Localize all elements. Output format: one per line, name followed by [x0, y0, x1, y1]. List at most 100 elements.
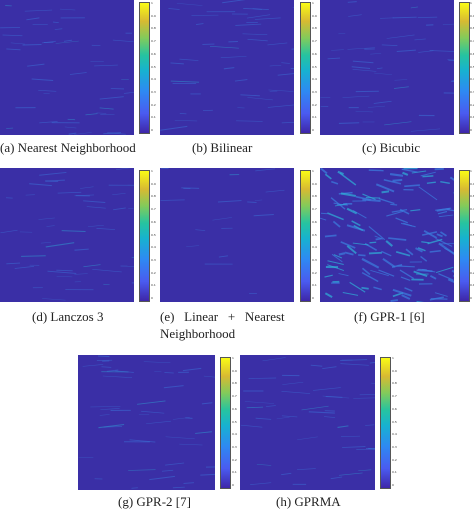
colorbar-tick-label: 0.4 [232, 432, 237, 437]
colorbar-tick-label: 0.5 [312, 232, 317, 237]
error-map-lanczos3 [0, 168, 134, 302]
caption-e-line2: Neighborhood [160, 326, 236, 341]
colorbar-tick-label: 0.2 [392, 457, 397, 462]
colorbar-ticks: 1 0.9 0.8 0.7 0.6 0.5 0.4 0.3 0.2 0.1 0 [151, 2, 161, 132]
colorbar-tick-label: 0.4 [392, 432, 397, 437]
colorbar-tick-label: 0.6 [312, 219, 317, 224]
colorbar-tick-label: 0.7 [392, 394, 397, 399]
colorbar-tick-label: 0.7 [151, 207, 156, 212]
caption-c: (c) Bicubic [362, 140, 421, 155]
caption-g: (g) GPR-2 [7] [118, 494, 191, 509]
colorbar-tick-label: 0.7 [232, 394, 237, 399]
colorbar-tick-label: 0.4 [151, 77, 156, 82]
colorbar-tick-label: 0.4 [151, 245, 156, 250]
colorbar [459, 170, 470, 302]
colorbar-tick-label: 1 [312, 169, 314, 173]
colorbar-tick-label: 0.1 [312, 283, 317, 288]
colorbar-tick-label: 0.2 [470, 270, 474, 275]
colorbar-tick-label: 0.6 [392, 406, 397, 411]
colorbar-tick-label: 0.6 [470, 51, 474, 56]
colorbar-tick-label: 0.7 [470, 39, 474, 44]
colorbar-tick-label: 0.3 [151, 89, 156, 94]
colorbar-tick-label: 0 [470, 128, 472, 132]
colorbar-tick-label: 0.6 [232, 406, 237, 411]
colorbar-tick-label: 0.2 [312, 270, 317, 275]
colorbar-tick-label: 0.4 [470, 245, 474, 250]
error-map-gprma [240, 355, 375, 490]
colorbar-tick-label: 0.5 [470, 64, 474, 69]
colorbar-ticks: 1 0.9 0.8 0.7 0.6 0.5 0.4 0.3 0.2 0.1 0 [151, 170, 161, 300]
colorbar-tick-label: 0.9 [232, 368, 237, 373]
colorbar-tick-label: 0.5 [470, 232, 474, 237]
colorbar-tick-label: 0.3 [470, 89, 474, 94]
colorbar-tick-label: 0.8 [232, 381, 237, 386]
colorbar-tick-label: 0.3 [392, 444, 397, 449]
colorbar-tick-label: 0.6 [151, 219, 156, 224]
colorbar-tick-label: 0.7 [312, 207, 317, 212]
colorbar-tick-label: 0 [312, 128, 314, 132]
colorbar-tick-label: 0.9 [151, 181, 156, 186]
error-map-bilinear [160, 0, 294, 135]
colorbar-tick-label: 0.9 [312, 181, 317, 186]
colorbar-tick-label: 0.8 [151, 194, 156, 199]
colorbar-tick-label: 0.1 [470, 283, 474, 288]
colorbar [380, 357, 391, 489]
colorbar [139, 170, 150, 302]
colorbar-tick-label: 1 [151, 1, 153, 5]
colorbar-tick-label: 0 [392, 483, 394, 487]
colorbar-ticks: 1 0.9 0.8 0.7 0.6 0.5 0.4 0.3 0.2 0.1 0 [232, 357, 242, 487]
colorbar-tick-label: 0.5 [392, 419, 397, 424]
colorbar-tick-label: 1 [470, 1, 472, 5]
error-map-gpr2 [78, 355, 215, 490]
colorbar-tick-label: 0.2 [312, 102, 317, 107]
colorbar-tick-label: 0.9 [151, 13, 156, 18]
colorbar-tick-label: 0.5 [312, 64, 317, 69]
colorbar-tick-label: 0.7 [151, 39, 156, 44]
colorbar-tick-label: 1 [392, 356, 394, 360]
colorbar-tick-label: 0.8 [470, 194, 474, 199]
colorbar-tick-label: 0.5 [151, 232, 156, 237]
colorbar-tick-label: 0.4 [470, 77, 474, 82]
colorbar-ticks: 1 0.9 0.8 0.7 0.6 0.5 0.4 0.3 0.2 0.1 0 [470, 2, 474, 132]
colorbar-tick-label: 0.2 [151, 102, 156, 107]
colorbar-tick-label: 0.8 [151, 26, 156, 31]
colorbar-tick-label: 0.1 [470, 115, 474, 120]
error-map-gpr1 [320, 168, 454, 302]
colorbar-ticks: 1 0.9 0.8 0.7 0.6 0.5 0.4 0.3 0.2 0.1 0 [470, 170, 474, 300]
colorbar-tick-label: 0.6 [470, 219, 474, 224]
colorbar-ticks: 1 0.9 0.8 0.7 0.6 0.5 0.4 0.3 0.2 0.1 0 [312, 2, 322, 132]
colorbar-tick-label: 0 [151, 296, 153, 300]
colorbar [459, 2, 470, 134]
colorbar-tick-label: 0.7 [312, 39, 317, 44]
colorbar-tick-label: 1 [470, 169, 472, 173]
colorbar-tick-label: 0.9 [470, 13, 474, 18]
colorbar [300, 170, 311, 302]
colorbar-tick-label: 0.1 [312, 115, 317, 120]
caption-d: (d) Lanczos 3 [32, 309, 104, 324]
colorbar-tick-label: 0.6 [151, 51, 156, 56]
colorbar-tick-label: 1 [232, 356, 234, 360]
colorbar-tick-label: 0 [470, 296, 472, 300]
colorbar-tick-label: 0.8 [312, 26, 317, 31]
colorbar-tick-label: 0.9 [470, 181, 474, 186]
error-map-linear-nearest [160, 168, 294, 302]
colorbar-tick-label: 0.1 [151, 115, 156, 120]
colorbar-tick-label: 1 [151, 169, 153, 173]
colorbar-ticks: 1 0.9 0.8 0.7 0.6 0.5 0.4 0.3 0.2 0.1 0 [392, 357, 402, 487]
error-map-bicubic [320, 0, 454, 135]
colorbar [139, 2, 150, 134]
colorbar-tick-label: 0.6 [312, 51, 317, 56]
caption-e-line1: (e) Linear + Nearest [160, 309, 285, 324]
colorbar-tick-label: 0.3 [232, 444, 237, 449]
colorbar [220, 357, 231, 489]
caption-f: (f) GPR-1 [6] [354, 309, 425, 324]
colorbar-tick-label: 0.4 [312, 245, 317, 250]
colorbar-tick-label: 0 [151, 128, 153, 132]
colorbar-tick-label: 0.2 [470, 102, 474, 107]
caption-h: (h) GPRMA [276, 494, 341, 509]
colorbar-tick-label: 0.2 [232, 457, 237, 462]
colorbar-tick-label: 0.1 [232, 470, 237, 475]
colorbar-tick-label: 0.4 [312, 77, 317, 82]
colorbar-tick-label: 0.3 [470, 257, 474, 262]
colorbar-tick-label: 0.3 [312, 89, 317, 94]
